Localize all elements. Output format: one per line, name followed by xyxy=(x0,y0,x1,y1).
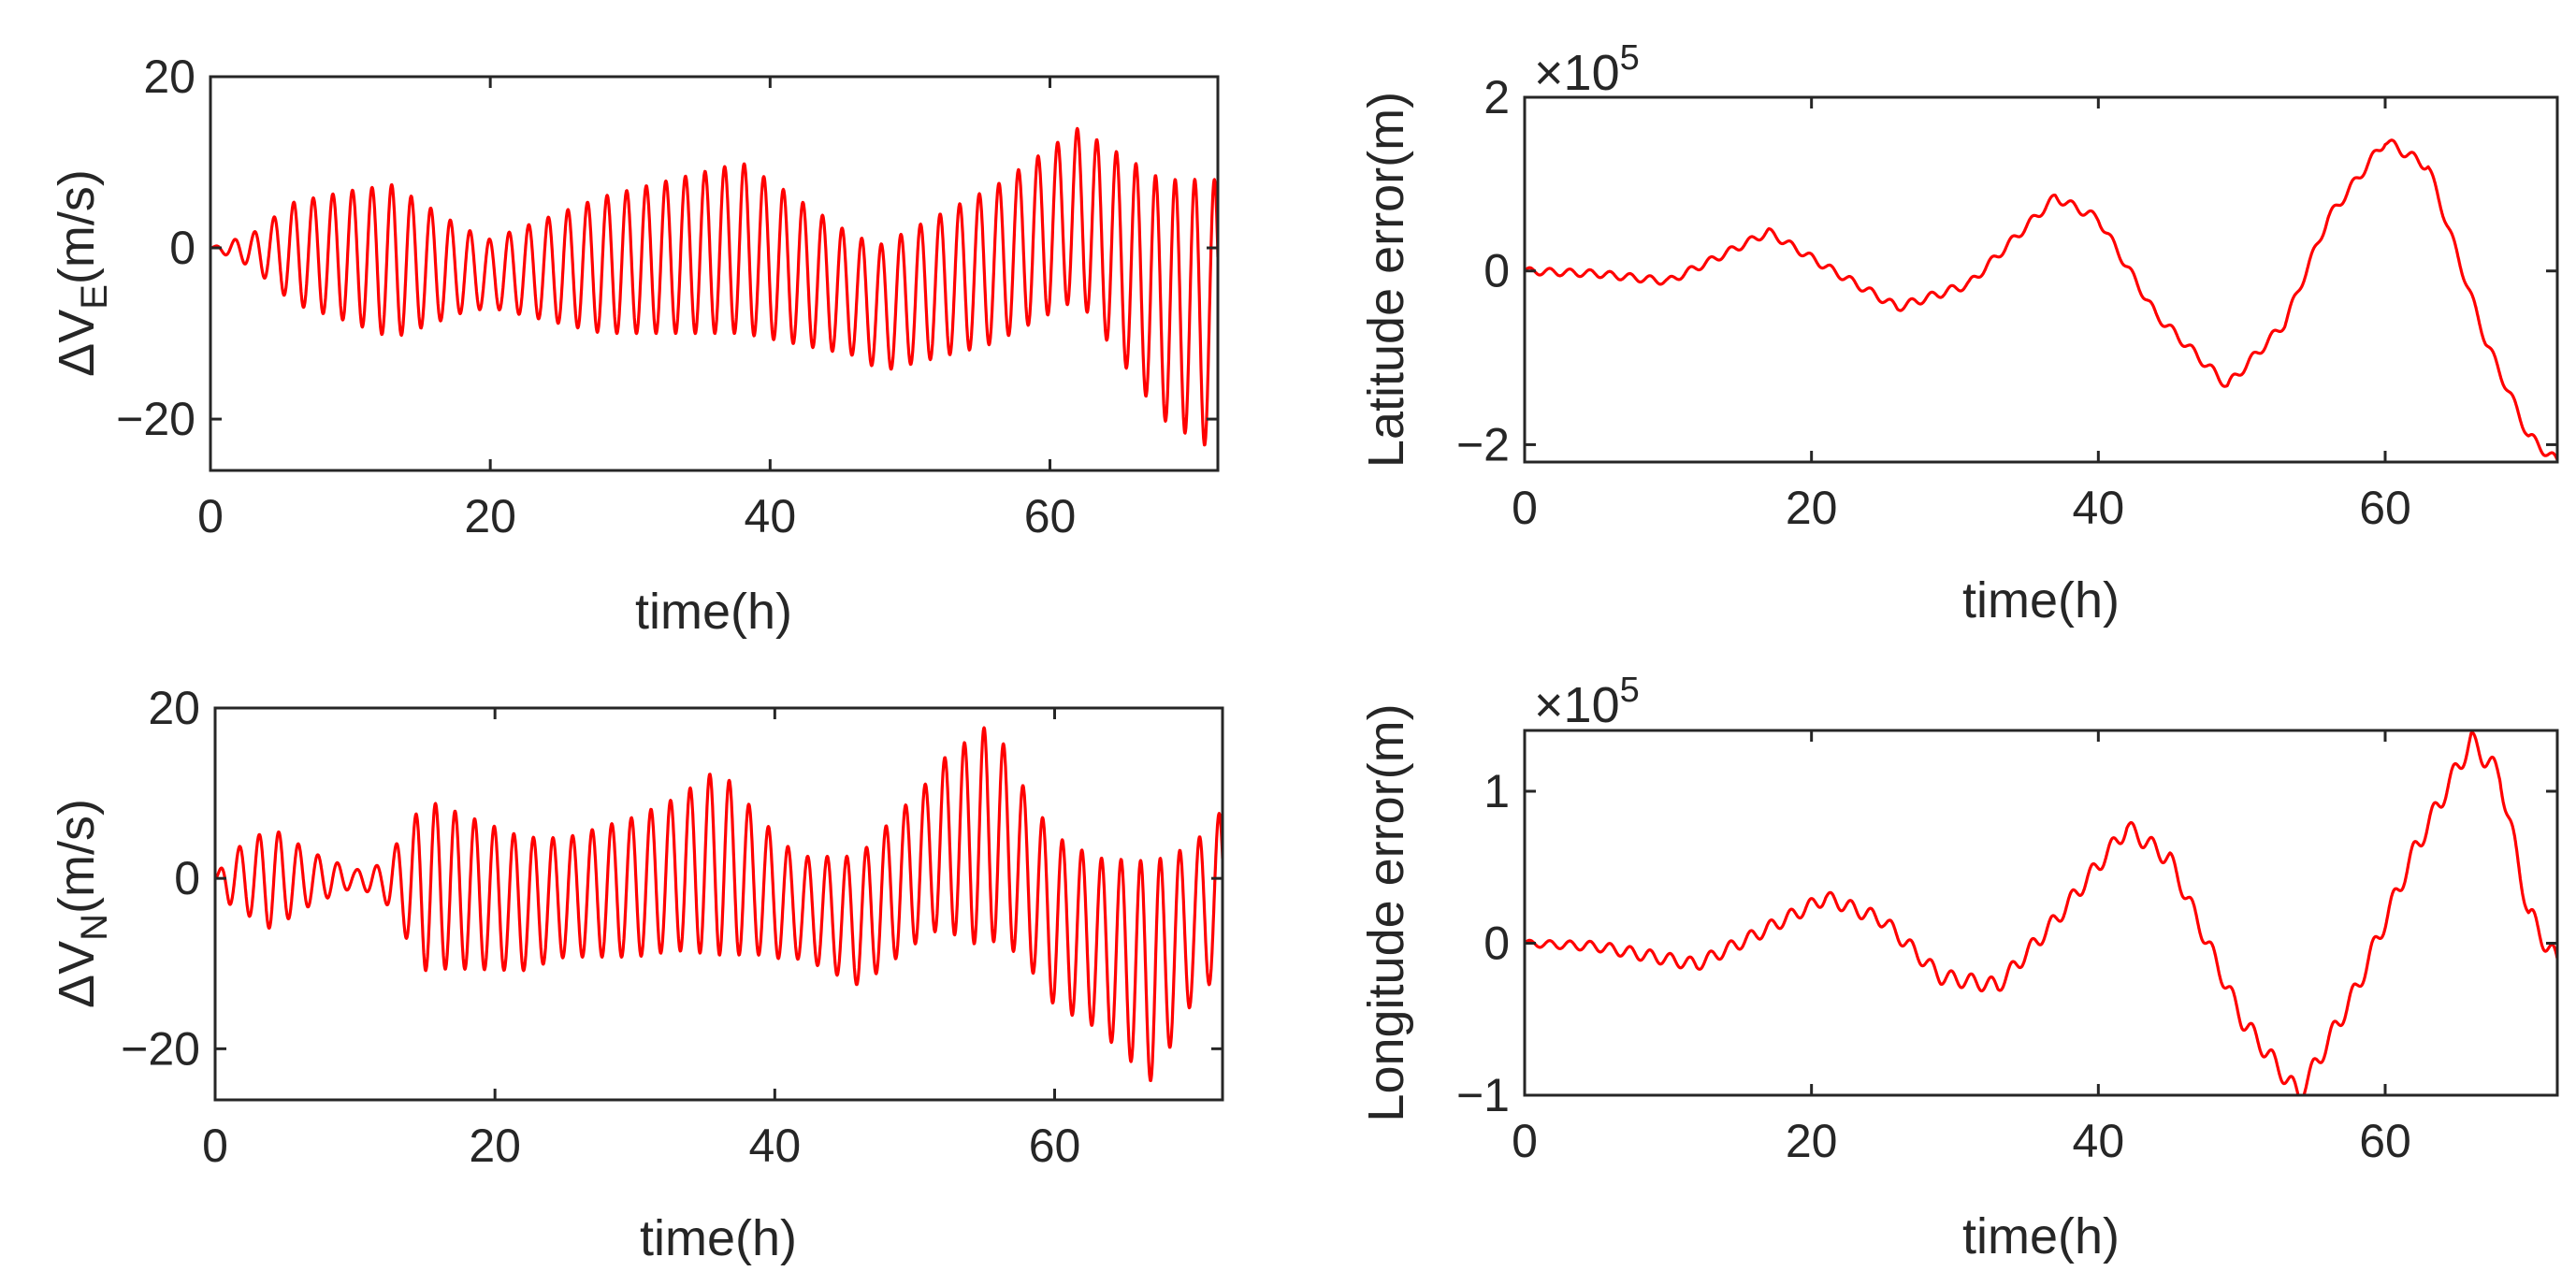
x-tick-label: 0 xyxy=(1512,1115,1538,1167)
axes-box xyxy=(1523,729,2559,1097)
series-line-lon xyxy=(1525,730,2557,1095)
x-axis-label: time(h) xyxy=(640,1210,797,1266)
series-line-vn xyxy=(215,726,1223,1083)
x-tick-label: 60 xyxy=(1029,1120,1081,1172)
x-tick-label: 20 xyxy=(1786,1115,1838,1167)
y-tick-label: −1 xyxy=(1456,1069,1510,1121)
series-line-ve xyxy=(210,126,1218,447)
y-tick-label: 1 xyxy=(1483,765,1510,817)
chart-lat: time(h) Latitude error(m) ×105 0 20 40 60−2… xyxy=(1358,38,2559,629)
y-axis-label: ΔVE(m/s) xyxy=(49,169,115,377)
y-tick-label: −2 xyxy=(1456,418,1510,470)
y-tick-label: 0 xyxy=(169,222,195,274)
series-line-lat xyxy=(1525,138,2557,462)
axes-box xyxy=(209,75,1220,472)
x-tick-label: 60 xyxy=(1024,490,1077,542)
x-tick-label: 0 xyxy=(202,1120,228,1172)
x-tick-label: 0 xyxy=(197,490,224,542)
y-tick-label: 20 xyxy=(148,682,200,734)
y-tick-label: 2 xyxy=(1483,71,1510,123)
y-tick-label: −20 xyxy=(121,1022,200,1075)
y-axis-exponent: ×105 xyxy=(1534,38,1640,101)
x-tick-label: 60 xyxy=(2359,482,2411,534)
y-axis-label: ΔVN(m/s) xyxy=(49,799,115,1008)
y-tick-label: 20 xyxy=(143,51,195,103)
y-axis-label: Longitude error(m) xyxy=(1358,703,1414,1121)
axes-box xyxy=(1523,95,2559,464)
x-tick-label: 20 xyxy=(469,1120,521,1172)
y-axis-exponent: ×105 xyxy=(1534,671,1640,733)
x-tick-label: 60 xyxy=(2359,1115,2411,1167)
chart-lon: time(h) Longitude error(m) ×105 0 20 40 60 −… xyxy=(1358,671,2559,1264)
y-tick-label: 0 xyxy=(1483,918,1510,970)
x-axis-label: time(h) xyxy=(635,584,792,640)
x-axis-label: time(h) xyxy=(1962,572,2120,629)
x-tick-label: 0 xyxy=(1512,482,1538,534)
y-tick-label: 0 xyxy=(1483,245,1510,297)
y-tick-label: 0 xyxy=(174,852,200,904)
x-axis-label: time(h) xyxy=(1962,1208,2120,1264)
x-tick-label: 40 xyxy=(2073,482,2125,534)
x-tick-label: 20 xyxy=(464,490,516,542)
axes-box xyxy=(213,706,1224,1102)
y-axis-label: Latitude error(m) xyxy=(1358,92,1414,468)
x-tick-label: 40 xyxy=(2073,1115,2125,1167)
x-tick-label: 20 xyxy=(1786,482,1838,534)
x-tick-label: 40 xyxy=(749,1120,802,1172)
x-tick-label: 40 xyxy=(745,490,797,542)
y-tick-label: −20 xyxy=(116,393,195,445)
